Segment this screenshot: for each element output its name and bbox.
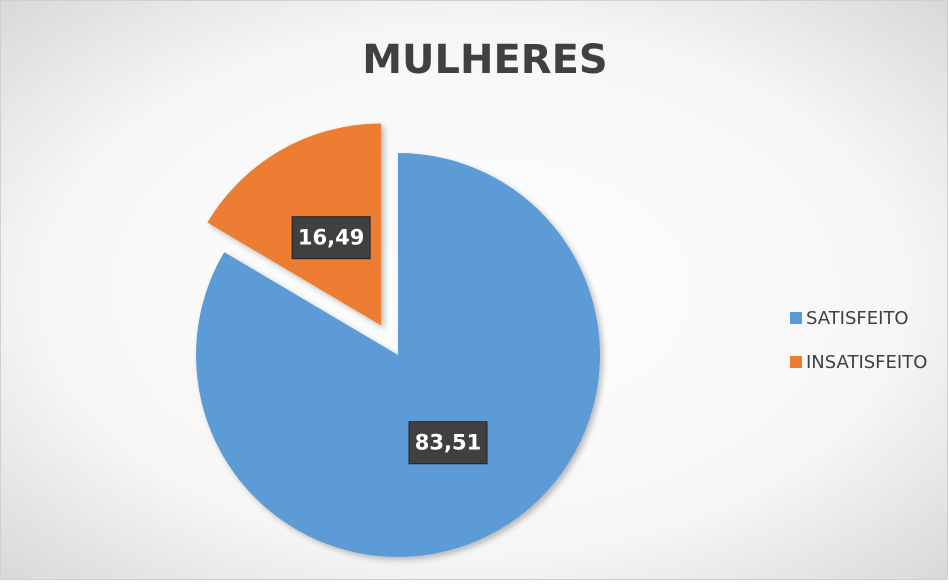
data-label-box bbox=[291, 216, 371, 260]
legend-label: SATISFEITO bbox=[806, 308, 909, 329]
data-label: 83,51 bbox=[408, 421, 488, 465]
data-label-box bbox=[408, 421, 488, 465]
data-label: 16,49 bbox=[291, 216, 371, 260]
legend-marker bbox=[790, 356, 802, 368]
chart-title: MULHERES bbox=[362, 37, 608, 83]
legend-label: INSATISFEITO bbox=[806, 352, 927, 373]
pie-slice bbox=[196, 153, 600, 557]
data-label-text: 83,51 bbox=[415, 431, 481, 455]
legend-marker bbox=[790, 312, 802, 324]
data-label-text: 16,49 bbox=[298, 226, 364, 250]
